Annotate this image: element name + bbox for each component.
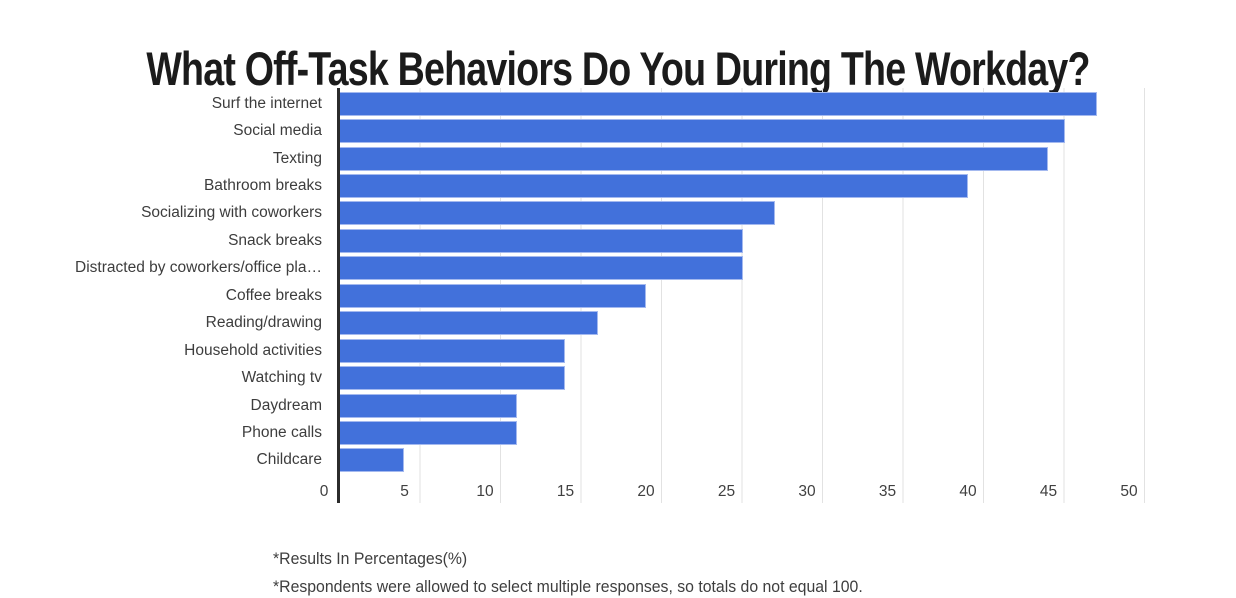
x-tick-label: 20 <box>637 483 655 500</box>
bar-row <box>340 90 1145 117</box>
category-label: Distracted by coworkers/office pla… <box>75 259 322 277</box>
footnote-line: *Respondents were allowed to select mult… <box>273 576 863 596</box>
bar-row <box>340 200 1145 227</box>
bar-row <box>340 172 1145 199</box>
bar-row <box>340 419 1145 446</box>
bar-row <box>340 392 1145 419</box>
category-label: Daydream <box>250 396 323 414</box>
footnotes: *Results In Percentages(%) *Respondents … <box>273 545 863 598</box>
bar <box>340 366 566 391</box>
bar <box>340 256 743 281</box>
bar <box>340 91 1097 116</box>
bar <box>340 448 405 473</box>
x-tick-label: 5 <box>400 483 409 500</box>
x-tick-label: 35 <box>878 483 897 500</box>
bar-row <box>340 145 1145 172</box>
category-label: Coffee breaks <box>225 286 322 304</box>
bar <box>340 201 775 226</box>
category-label: Surf the internet <box>211 94 322 112</box>
category-label: Watching tv <box>241 369 322 387</box>
bar-row <box>340 117 1145 144</box>
category-labels: Surf the internet Social media Texting Bath… <box>0 90 322 474</box>
x-tick-label: 40 <box>959 483 977 500</box>
x-tick-label: 30 <box>798 483 816 500</box>
bar <box>340 146 1049 171</box>
chart-title: What Off-Task Behaviors Do You During Th… <box>146 42 1090 96</box>
bar <box>340 228 743 253</box>
bar <box>340 311 598 336</box>
bar <box>340 338 566 363</box>
bar-row <box>340 447 1145 474</box>
footnote-line: *Results In Percentages(%) <box>273 549 468 568</box>
bar-chart: Surf the internet Social media Texting Bath… <box>0 88 1236 518</box>
category-label: Socializing with coworkers <box>141 204 322 222</box>
bar-row <box>340 227 1145 254</box>
category-label: Childcare <box>256 451 322 469</box>
category-label: Phone calls <box>241 423 322 441</box>
category-label: Reading/drawing <box>205 314 322 332</box>
bar <box>340 283 646 308</box>
bar <box>340 119 1065 144</box>
x-tick-label: 10 <box>476 483 494 500</box>
bar-row <box>340 364 1145 391</box>
x-tick-label: 25 <box>717 483 736 500</box>
x-tick-label: 45 <box>1039 483 1058 500</box>
category-label: Social media <box>233 122 322 140</box>
bar <box>340 174 968 199</box>
category-label: Snack breaks <box>228 231 322 249</box>
bars <box>340 90 1145 474</box>
bar <box>340 393 518 418</box>
x-tick-label: 0 <box>319 483 329 500</box>
bar-row <box>340 255 1145 282</box>
x-tick-label: 15 <box>556 483 575 500</box>
bar-row <box>340 282 1145 309</box>
bar-row <box>340 310 1145 337</box>
x-tick-label: 50 <box>1120 483 1138 500</box>
category-label: Texting <box>272 149 322 167</box>
bar <box>340 420 518 445</box>
category-label: Bathroom breaks <box>203 177 322 195</box>
bar-row <box>340 337 1145 364</box>
category-label: Household activities <box>184 341 322 359</box>
